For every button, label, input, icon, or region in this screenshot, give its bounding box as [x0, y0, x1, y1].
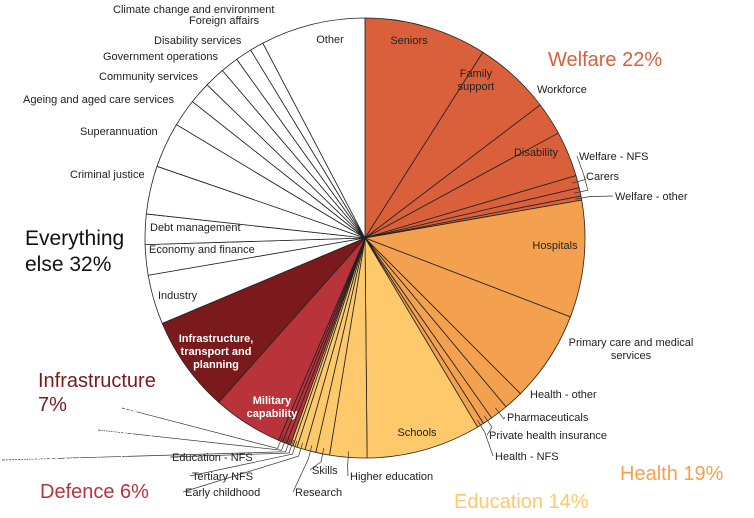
group-label-welfare-22: Welfare 22% — [548, 49, 662, 71]
leader-line-higher-education — [347, 451, 350, 477]
slice-label-primary-care-and-medical-services-line-1: Primary care and medical — [569, 337, 694, 349]
slice-label-carers: Carers — [586, 171, 620, 183]
leader-line-skills — [309, 447, 325, 471]
pie-slice-seniors — [364, 17, 484, 239]
leader-line-education-nfs — [169, 439, 295, 458]
slice-label-schools: Schools — [397, 427, 437, 439]
group-label-everything-else-32-line-2: else 32% — [25, 253, 111, 276]
slice-label-private-health-insurance: Private health insurance — [489, 430, 607, 442]
pie-slice-hospitals — [364, 199, 586, 318]
group-label-infrastructure-7-line-1: Infrastructure — [38, 370, 156, 392]
slice-label-climate-change-and-environment: Climate change and environment — [113, 4, 274, 16]
slice-label-infrastructure-transport-and-planning-line-3: planning — [193, 359, 239, 371]
group-labels: Welfare 22% Health 19% Education 14% Defenc… — [25, 49, 724, 513]
leader-line-research — [292, 445, 313, 493]
slice-label-workforce: Workforce — [537, 84, 587, 96]
slice-label-other: Other — [316, 34, 344, 46]
slice-label-community-services: Community services — [99, 71, 199, 83]
leader-line-health-nfs — [477, 419, 494, 457]
slice-label-government-operations: Government operations — [103, 51, 218, 63]
slice-label-early-childhood: Early childhood — [185, 487, 260, 499]
leader-line-private-health-insurance — [483, 415, 493, 436]
slice-label-military-capability-line-2: capability — [247, 408, 299, 420]
slice-label-pharmaceuticals: Pharmaceuticals — [507, 412, 589, 424]
leader-line-defence-other — [121, 407, 284, 449]
leader-line-early-childhood — [182, 442, 304, 493]
slice-label-defence-other: Defence - other — [124, 403, 200, 415]
slice-label-higher-education: Higher education — [350, 471, 433, 483]
slice-label-primary-care-and-medical-services-line-2: services — [611, 350, 652, 362]
leader-line-military-capability — [97, 429, 288, 451]
slice-label-skills: Skills — [312, 465, 338, 477]
slice-label-ageing-and-aged-care-services: Ageing and aged care services — [23, 94, 175, 106]
slice-label-education-nfs: Education - NFS — [172, 452, 253, 464]
slice-label-criminal-justice: Criminal justice — [70, 169, 145, 181]
slice-label-research: Research — [295, 487, 342, 499]
slice-label-economy-and-finance: Economy and finance — [149, 244, 255, 256]
slice-label-family-support-line-1: Family — [460, 68, 493, 80]
leader-line-welfare-other — [575, 195, 614, 200]
slice-label-welfare-other: Welfare - other — [615, 191, 688, 203]
group-label-everything-else-32-line-1: Everything — [25, 227, 124, 250]
slice-label-military-capability: Military capability — [100, 425, 184, 437]
group-label-defence-6: Defence 6% — [40, 481, 149, 503]
slice-label-industry: Industry — [158, 290, 198, 302]
slice-label-intelligence-and-national-security: Intelligence and national security — [4, 455, 164, 467]
slice-label-family-support-line-2: support — [458, 81, 495, 93]
leader-line-welfare-nfs — [571, 155, 586, 184]
group-label-infrastructure-7-line-2: 7% — [38, 394, 67, 416]
slice-label-hospitals: Hospitals — [532, 240, 578, 252]
group-label-education-14: Education 14% — [454, 491, 589, 513]
slice-label-superannuation: Superannuation — [80, 126, 158, 138]
slice-label-foreign-affairs: Foreign affairs — [189, 15, 260, 27]
slice-label-welfare-nfs: Welfare - NFS — [579, 151, 648, 163]
leader-line-intelligence-and-national-security — [1, 438, 291, 461]
leader-line-tertiary-nfs — [189, 440, 298, 477]
pie-slices — [144, 17, 586, 459]
group-label-health-19: Health 19% — [620, 463, 724, 485]
slice-label-infrastructure-transport-and-planning-line-2: transport and — [181, 346, 252, 358]
slice-label-disability-services: Disability services — [154, 35, 242, 47]
slice-label-seniors: Seniors — [390, 35, 428, 47]
pie-slice-schools — [364, 237, 478, 459]
pie-slice-other — [262, 17, 366, 239]
slice-label-health-other: Health - other — [530, 389, 597, 401]
leader-line-carers — [574, 175, 589, 194]
slice-label-military-capability-line-1: Military — [253, 395, 292, 407]
slice-label-infrastructure-transport-and-planning-line-1: Infrastructure, — [179, 333, 254, 345]
slice-label-tertiary-nfs: Tertiary NFS — [192, 471, 253, 483]
leader-lines — [1, 155, 614, 493]
slice-label-debt-management: Debt management — [150, 222, 241, 234]
leader-line-pharmaceuticals — [495, 407, 506, 420]
slice-label-disability: Disability — [514, 147, 559, 159]
slice-label-health-nfs: Health - NFS — [495, 451, 559, 463]
